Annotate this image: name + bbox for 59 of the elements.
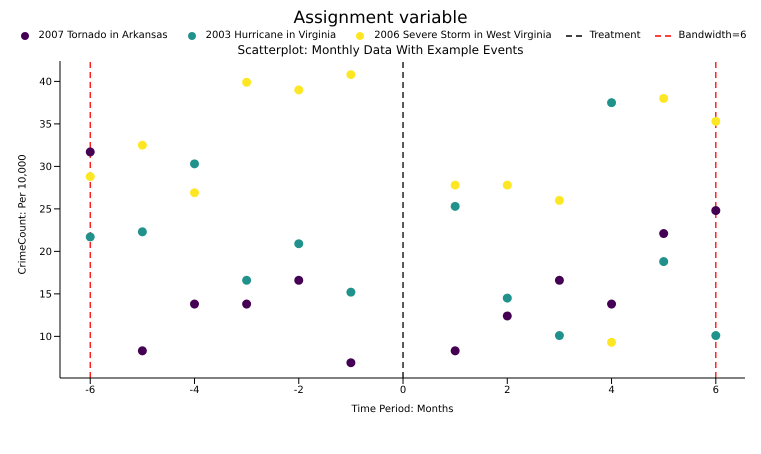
point — [711, 331, 720, 340]
point — [294, 239, 304, 248]
legend-label: 2003 Hurricane in Virginia — [206, 30, 336, 41]
point — [659, 229, 668, 238]
y-tick-label: 35 — [39, 119, 52, 130]
point — [711, 206, 720, 216]
point — [346, 358, 356, 368]
point — [711, 116, 720, 126]
point — [346, 288, 356, 297]
point — [554, 276, 564, 285]
point — [138, 227, 147, 236]
point — [450, 202, 460, 211]
point — [502, 311, 512, 320]
point — [346, 70, 356, 80]
point — [138, 140, 147, 150]
point — [607, 98, 616, 108]
point — [659, 94, 668, 103]
y-tick-label: 20 — [39, 246, 52, 258]
point — [450, 346, 460, 356]
point — [190, 188, 200, 198]
legend-label: Treatment — [590, 30, 641, 41]
x-tick-label: 6 — [712, 385, 719, 396]
point — [294, 85, 304, 94]
x-axis-title: Time Period: Months — [350, 404, 454, 415]
point — [659, 257, 668, 266]
point — [242, 300, 252, 309]
y-tick-label: 30 — [39, 162, 52, 173]
x-tick-label: -4 — [190, 385, 200, 396]
point — [607, 300, 616, 309]
ref-line-label: Bandwidth=6 — [678, 30, 746, 41]
x-tick-label: 0 — [400, 385, 406, 396]
y-tick-label: 40 — [39, 76, 52, 88]
point — [502, 294, 512, 303]
point — [86, 232, 95, 242]
point — [554, 196, 564, 205]
point — [242, 78, 252, 87]
y-tick-label: 10 — [39, 332, 52, 343]
legend-label: 2006 Severe Storm in West Virginia — [374, 30, 552, 41]
point — [138, 346, 147, 356]
point — [86, 147, 95, 156]
point — [242, 276, 252, 285]
point — [190, 159, 200, 168]
x-tick-label: 2 — [504, 385, 510, 396]
y-axis-title: CrimeCount: Per 10,000 — [18, 154, 29, 274]
point — [607, 338, 616, 347]
point — [554, 331, 564, 340]
point — [502, 180, 512, 190]
chart-subtitle: Scatterplot: Monthly Data With Example Events — [236, 43, 525, 57]
point — [294, 276, 304, 285]
point — [86, 172, 95, 182]
y-tick-label: 25 — [39, 204, 52, 216]
point — [190, 300, 200, 309]
chart-title: Assignment variable — [292, 8, 469, 28]
point — [450, 180, 460, 190]
x-tick-label: 4 — [608, 385, 615, 396]
x-tick-label: -2 — [294, 385, 304, 396]
y-tick-label: 15 — [39, 289, 52, 300]
legend-label: 2007 Tornado in Arkansas — [38, 30, 168, 41]
x-tick-label: -6 — [85, 385, 96, 396]
